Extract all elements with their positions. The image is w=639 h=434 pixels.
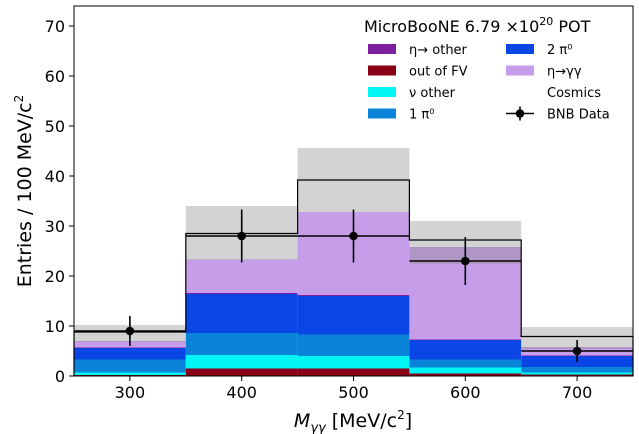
bar-out-of-fv-700 — [521, 374, 633, 376]
y-tick-label-50: 50 — [45, 117, 65, 136]
data-point-600 — [461, 256, 470, 266]
legend-swatch-cosmics — [506, 87, 534, 97]
bar-other-500 — [297, 295, 410, 296]
x-tick-label-500: 500 — [338, 383, 369, 402]
bar-2-400 — [185, 294, 298, 333]
mc-total-outline — [73, 179, 634, 376]
y-tick-label-40: 40 — [45, 167, 65, 186]
x-axis-label-rest: [MeV/c — [326, 410, 397, 432]
x-axis-label-sup: 2 — [397, 408, 405, 422]
legend-swatch-2 — [506, 44, 534, 54]
bar-other-600 — [409, 339, 522, 340]
bar-other-400 — [185, 355, 298, 369]
x-axis-ticks: 300 400 500 600 700 — [115, 376, 593, 402]
bar-out-of-fv-600 — [409, 373, 522, 376]
legend: MicroBooNE 6.79 ×1020 POT η→ other 2 π⁰ ou… — [364, 15, 610, 123]
legend-title: MicroBooNE 6.79 ×1020 POT — [364, 15, 591, 36]
x-axis-label: Mγγ [MeV/c2] — [294, 408, 412, 434]
bar-1-600 — [409, 359, 522, 368]
bar-other-300 — [74, 347, 186, 348]
legend-label-2: 2 π⁰ — [547, 43, 572, 58]
bar-out-of-fv-400 — [185, 368, 298, 376]
x-axis-label-main: M — [294, 410, 310, 432]
mc-total-line — [73, 179, 634, 376]
y-tick-label-70: 70 — [45, 17, 65, 36]
y-tick-label-20: 20 — [45, 267, 65, 286]
bar-1-500 — [297, 334, 410, 356]
y-tick-label-0: 0 — [55, 367, 65, 386]
bar-1-400 — [185, 333, 298, 355]
bar-1-700 — [521, 367, 633, 373]
legend-title-main: MicroBooNE 6.79 ×10 — [364, 17, 539, 36]
x-tick-label-300: 300 — [115, 383, 146, 402]
bar-other-300 — [74, 372, 186, 375]
data-point-700 — [572, 346, 582, 356]
y-axis-label: Entries / 100 MeV/c2 — [12, 95, 36, 288]
legend-swatch- — [506, 65, 534, 76]
bar-2-500 — [297, 296, 410, 335]
bar-other-500 — [297, 356, 410, 369]
y-tick-label-60: 60 — [45, 67, 65, 86]
data-point-500 — [349, 231, 358, 241]
data-point-400 — [237, 231, 246, 241]
bar-other-400 — [185, 293, 298, 294]
bar-2-300 — [74, 348, 186, 360]
legend-label-other: η→ other — [409, 43, 468, 58]
y-axis-label-sup: 2 — [12, 95, 26, 103]
bar-out-of-fv-500 — [297, 368, 410, 376]
x-tick-label-700: 700 — [562, 383, 593, 402]
legend-entries: η→ other 2 π⁰ out of FV η→γγ ν other Cosmics 1… — [368, 43, 610, 123]
x-tick-label-600: 600 — [450, 383, 481, 402]
legend-label-1: 1 π⁰ — [409, 108, 434, 123]
legend-swatch-other — [368, 44, 396, 54]
x-axis-label-end: ] — [405, 410, 412, 432]
data-points — [74, 209, 633, 362]
x-axis-label-sub: γγ — [310, 421, 327, 434]
y-tick-label-30: 30 — [45, 217, 65, 236]
legend-swatch-out-of-fv — [368, 65, 396, 76]
legend-label-other: ν other — [409, 86, 456, 101]
x-tick-label-400: 400 — [226, 383, 257, 402]
bar-other-600 — [409, 367, 522, 374]
legend-label-out-of-fv: out of FV — [409, 65, 468, 80]
bar-other-700 — [521, 372, 633, 375]
legend-swatch-1 — [368, 108, 396, 119]
y-axis-ticks: 0 10 20 30 40 50 60 70 — [45, 17, 74, 386]
bar-2-600 — [409, 340, 522, 360]
uncertainty-band-700 — [521, 327, 633, 349]
y-tick-label-10: 10 — [45, 317, 65, 336]
legend-swatch-other — [368, 87, 396, 97]
legend-marker-bnb-data — [515, 109, 525, 118]
y-axis-label-main: Entries / 100 MeV/c — [14, 102, 36, 287]
bar--400 — [185, 259, 298, 293]
legend-title-sup: 20 — [539, 15, 553, 28]
legend-label-cosmics: Cosmics — [547, 86, 601, 101]
legend-label-: η→γγ — [547, 65, 582, 80]
bar-1-300 — [74, 359, 186, 373]
legend-label-bnb-data: BNB Data — [547, 108, 610, 123]
legend-title-end: POT — [553, 17, 590, 36]
data-point-300 — [125, 326, 135, 336]
